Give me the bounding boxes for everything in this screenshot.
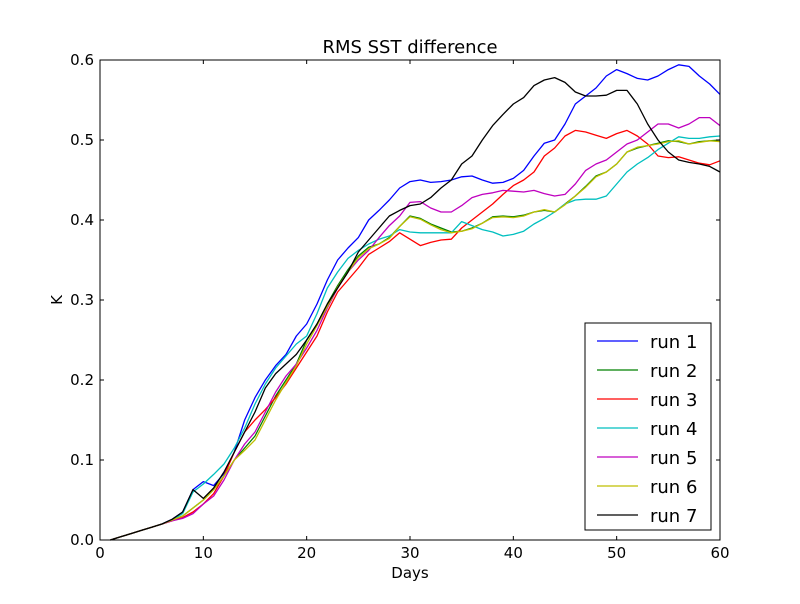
series-line-3 (110, 129, 721, 541)
x-tick-label: 30 (400, 544, 419, 562)
legend-label-5: run 5 (650, 448, 697, 469)
legend-label-6: run 6 (650, 477, 697, 498)
legend-label-1: run 1 (650, 332, 697, 353)
y-tick-label: 0.5 (70, 131, 94, 149)
y-tick-label: 0.4 (70, 211, 94, 229)
x-tick-label: 20 (297, 544, 316, 562)
x-tick-label: 0 (95, 544, 105, 562)
x-tick-label: 40 (504, 544, 523, 562)
legend-box (584, 322, 712, 531)
plot-area: 0 10 20 30 40 50 60 0.0 0.1 0.2 0.3 0.4 0.5 0.6 (70, 51, 729, 562)
x-axis-label: Days (391, 564, 429, 582)
series-line-1 (110, 64, 721, 541)
series-line-6 (110, 140, 721, 541)
legend-label-3: run 3 (650, 390, 697, 411)
legend: run 1 run 2 run 3 run 4 run 5 run 6 run 7 (584, 322, 712, 531)
series-line-7 (110, 76, 721, 541)
legend-label-2: run 2 (650, 361, 697, 382)
y-tick-label: 0.3 (70, 291, 94, 309)
x-tick-label: 60 (710, 544, 729, 562)
legend-label-4: run 4 (650, 419, 697, 440)
y-axis-label: K (48, 294, 66, 305)
series-line-5 (110, 116, 721, 541)
y-tick-label: 0.6 (70, 51, 94, 69)
y-tick-label: 0.1 (70, 451, 94, 469)
y-tick-label: 0.2 (70, 371, 94, 389)
series-line-4 (110, 135, 721, 541)
x-tick-label: 10 (194, 544, 213, 562)
y-tick-label: 0.0 (70, 531, 94, 549)
x-tick-label: 50 (607, 544, 626, 562)
chart-title: RMS SST difference (322, 37, 497, 58)
legend-label-7: run 7 (650, 506, 697, 527)
